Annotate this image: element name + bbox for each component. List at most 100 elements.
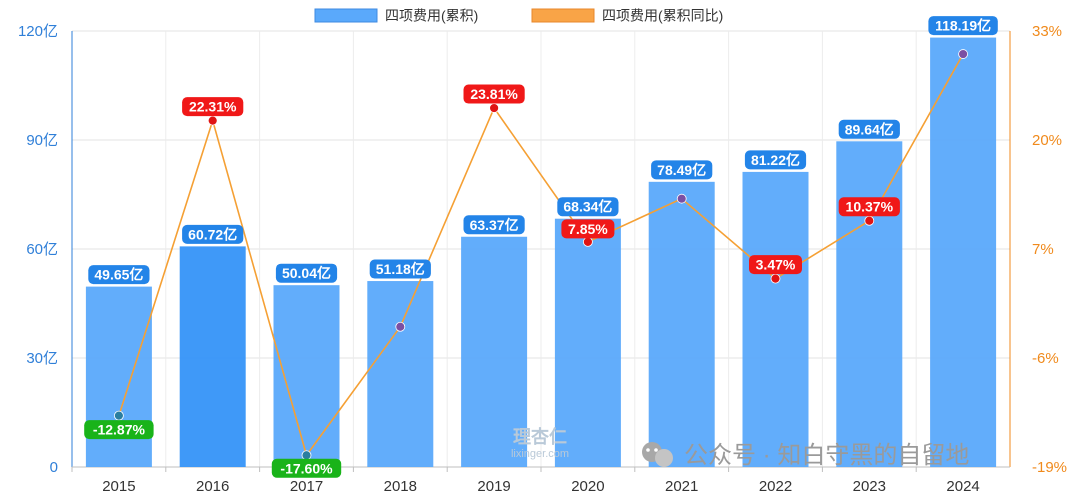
legend-item-line-swatch[interactable] [531,8,595,23]
growth-value-label: 22.31% [182,97,244,117]
bar-value-label-text: 89.64亿 [845,121,894,137]
growth-value-label: 23.81% [463,84,525,104]
growth-point-2020[interactable] [583,236,593,247]
legend[interactable]: 四项费用(累积) 四项费用(累积同比) [314,8,723,24]
bar-value-label-bg [463,215,525,235]
bars [85,37,997,468]
y-left-tick-label: 90亿 [26,132,58,149]
y-right-tick-label: 7% [1032,241,1054,258]
legend-item-line-label[interactable]: 四项费用(累积同比) [602,8,723,24]
x-tick-label: 2024 [946,478,979,495]
x-tick-label: 2021 [665,478,698,495]
x-tick-label: 2017 [290,478,323,495]
x-tick-label: 2019 [477,478,510,495]
bar-value-label-bg [744,150,807,170]
bar-value-label: 63.37亿 [463,215,525,235]
growth-value-label-text: 10.37% [846,199,894,215]
bar-value-label-text: 50.04亿 [282,265,331,281]
growth-value-label: -17.60% [271,458,342,478]
bar-value-label: 60.72亿 [182,224,244,244]
growth-value-label-text: -17.60% [280,460,333,476]
growth-value-label: -12.87% [84,420,154,440]
growth-value-label-text: -12.87% [93,422,146,438]
bar-2016[interactable] [179,246,246,467]
growth-value-label-bg [561,219,615,239]
y-right-tick-label: -19% [1032,459,1067,476]
data-labels: 49.65亿 60.72亿 50.04亿 51.18亿 63.37亿 68.34亿 78.4… [84,16,998,478]
bar-value-label: 78.49亿 [651,160,713,180]
bar-2020[interactable] [554,218,621,467]
growth-point-2018[interactable] [395,321,406,332]
growth-value-label-bg [838,197,900,217]
y-left-tick-label: 0 [50,459,58,476]
growth-value-label-text: 7.85% [568,221,608,237]
bar-value-label: 49.65亿 [88,265,150,285]
growth-line-path [118,53,964,458]
bar-value-label-bg [88,265,150,285]
legend-item-bar[interactable]: 四项费用(累积) [314,8,478,24]
bar-value-label-text: 68.34亿 [563,199,612,215]
bar-value-label-bg [182,224,244,244]
bar-value-label: 81.22亿 [744,150,807,170]
bar-value-label-bg [557,197,619,217]
watermark-url-text: lixinger.com [511,448,569,460]
growth-value-label-bg [271,458,342,478]
y-left-tick-label: 30亿 [26,350,58,367]
bar-2018[interactable] [367,281,434,467]
bar-value-label: 89.64亿 [838,119,900,139]
x-tick-label: 2023 [853,478,886,495]
bar-2022[interactable] [742,171,809,467]
bar-value-label: 68.34亿 [557,197,619,217]
y-left-tick-label: 60亿 [26,241,58,258]
wechat-icon [642,442,673,467]
legend-item-bar-swatch[interactable] [314,8,378,23]
bar-2024[interactable] [930,37,997,468]
growth-value-label-text: 22.31% [189,99,237,115]
growth-value-label-text: 3.47% [756,257,796,273]
watermark: 理杏仁 lixinger.com 公众号 · 知白守黑的自留地 [511,426,969,469]
growth-point-2023[interactable] [864,215,875,226]
bar-2023[interactable] [836,141,903,468]
watermark-logo-text: 理杏仁 [513,426,567,447]
growth-value-label-bg [749,255,802,275]
growth-value-label-text: 23.81% [470,86,518,102]
growth-point-2019[interactable] [489,103,500,113]
bar-value-label-bg [928,16,998,36]
bar-value-label-text: 49.65亿 [94,267,143,283]
x-tick-label: 2018 [384,478,417,495]
bar-value-label-bg [651,160,713,180]
bar-value-label-text: 63.37亿 [470,217,519,233]
growth-point-2017[interactable] [301,450,312,461]
bar-value-label-bg [369,259,431,279]
growth-point-2015[interactable] [114,410,124,421]
growth-point-2016[interactable] [207,115,218,126]
legend-item-bar-label[interactable]: 四项费用(累积) [385,8,478,24]
growth-point-2022[interactable] [770,273,781,284]
bar-value-label: 118.19亿 [928,16,998,36]
growth-value-label-bg [463,84,525,104]
bar-value-label-text: 51.18亿 [376,261,425,277]
y-right-tick-label: 20% [1032,132,1062,149]
bar-2017[interactable] [273,285,340,467]
legend-item-line[interactable]: 四项费用(累积同比) [531,8,723,24]
bar-value-label-text: 78.49亿 [657,162,706,178]
growth-point-2024[interactable] [958,49,968,59]
x-tick-label: 2022 [759,478,792,495]
bar-2021[interactable] [648,181,715,467]
bar-value-label-text: 118.19亿 [935,18,991,34]
bar-value-label-text: 81.22亿 [751,152,800,168]
bar-2019[interactable] [461,236,528,467]
x-tick-label: 2015 [102,478,135,495]
growth-value-label: 10.37% [838,197,900,217]
x-tick-label: 2016 [196,478,229,495]
y-right-tick-label: 33% [1032,23,1062,40]
growth-value-label: 7.85% [561,219,615,239]
bar-2015[interactable] [85,286,152,467]
growth-value-label-bg [84,420,154,440]
growth-point-2021[interactable] [676,193,687,204]
bar-value-label-text: 60.72亿 [188,226,237,242]
axes: 0 -19% 30亿 -6% 60亿 7% 90亿 20% 120亿 33% 2015 2016 201… [18,23,1067,495]
bar-value-label-bg [275,263,338,283]
bar-value-label: 51.18亿 [369,259,431,279]
